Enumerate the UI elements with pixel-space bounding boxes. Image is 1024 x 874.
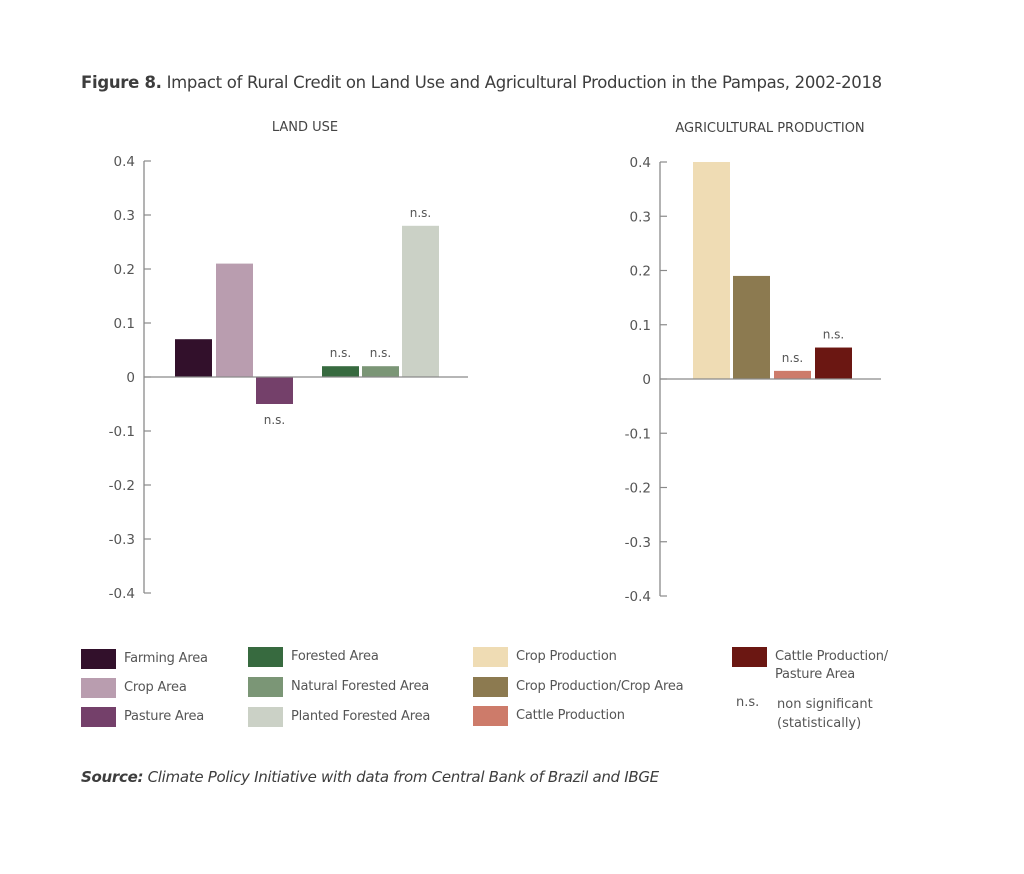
legend-item-farming-area: Farming Area	[81, 649, 208, 669]
bar-crop-area	[216, 263, 253, 377]
y-tick-label: 0	[126, 370, 135, 386]
bar-pasture-area	[256, 377, 293, 404]
legend-swatch	[248, 677, 283, 697]
legend-swatch	[81, 707, 116, 727]
ns-annotation: n.s.	[782, 351, 804, 365]
legend-label: Farming Area	[124, 651, 208, 666]
ns-annotation: n.s.	[264, 413, 286, 427]
legend-item-pasture-area: Pasture Area	[81, 707, 204, 727]
legend-swatch	[81, 678, 116, 698]
figure-title-text: Impact of Rural Credit on Land Use and A…	[166, 73, 883, 92]
ns-annotation: n.s.	[330, 346, 352, 360]
legend-item-planted-forested-area: Planted Forested Area	[248, 707, 430, 727]
legend-label: Pasture Area	[124, 709, 205, 724]
y-tick-label: -0.2	[625, 481, 651, 497]
bar-crop-production-crop-area	[733, 275, 770, 379]
y-tick-label: 0.3	[114, 208, 135, 224]
legend-swatch	[473, 677, 508, 697]
y-tick-label: 0.3	[630, 209, 651, 225]
y-tick-label: -0.3	[625, 535, 651, 551]
legend-item-natural-forested-area: Natural Forested Area	[248, 677, 429, 697]
ns-annotation: n.s.	[370, 346, 392, 360]
y-tick-label: -0.4	[625, 589, 651, 605]
agricultural-production-chart: AGRICULTURAL PRODUCTION 0.4 0.3 0.2 0.1 0 -0.1…	[625, 121, 881, 605]
source-note: Source: Climate Policy Initiative with d…	[81, 768, 659, 786]
legend-item-cattle-production: Cattle Production	[473, 706, 625, 726]
legend-item-crop-production-per-crop-area: Crop Production/Crop Area	[473, 677, 684, 697]
source-label: Source:	[81, 768, 144, 786]
source-text: Climate Policy Initiative with data from…	[147, 768, 660, 786]
y-tick-label: 0.2	[114, 262, 135, 278]
y-tick-label: 0.1	[114, 316, 135, 332]
bar-crop-production	[693, 162, 730, 379]
bar-natural-forested-area	[362, 366, 399, 377]
legend-label: Cattle Production	[516, 708, 625, 723]
bar-planted-forested-area	[402, 225, 439, 377]
y-tick-label: 0.2	[630, 264, 651, 280]
legend-label: Cattle Production/ Pasture Area	[775, 649, 888, 682]
legend-label: Crop Production/Crop Area	[516, 679, 684, 694]
legend-label: Planted Forested Area	[291, 709, 431, 724]
legend-item-crop-production: Crop Production	[473, 647, 617, 667]
figure-title: Figure 8. Impact of Rural Credit on Land…	[81, 73, 882, 92]
legend-item-cattle-production-per-pasture-area: Cattle Production/ Pasture Area	[732, 647, 888, 684]
y-tick-label: -0.1	[625, 426, 651, 442]
legend-swatch	[473, 647, 508, 667]
y-tick-label: 0.4	[114, 154, 135, 170]
bar-farming-area	[175, 339, 212, 377]
legend-swatch	[732, 647, 767, 667]
y-tick-label: 0.1	[630, 318, 651, 334]
chart-title: LAND USE	[272, 120, 338, 135]
legend-label: Crop Area	[124, 680, 187, 695]
ns-symbol: n.s.	[736, 695, 760, 710]
ns-annotation: n.s.	[410, 206, 432, 220]
chart-title: AGRICULTURAL PRODUCTION	[675, 121, 864, 136]
land-use-chart: LAND USE 0.4 0.3 0.2 0.1 0 -0.1 -0.2 -0.3 -0.4 n.s…	[109, 120, 468, 602]
ns-definition: non significant (statistically)	[777, 697, 873, 731]
legend-label: Crop Production	[516, 649, 617, 664]
legend-swatch	[248, 647, 283, 667]
figure-label: Figure 8.	[81, 73, 162, 92]
legend-swatch	[81, 649, 116, 669]
legend-ns-key: n.s. non significant (statistically)	[736, 695, 873, 733]
legend-swatch	[473, 706, 508, 726]
y-tick-label: -0.4	[109, 586, 135, 602]
ns-annotation: n.s.	[823, 328, 845, 342]
bar-forested-area	[322, 366, 359, 377]
legend-item-forested-area: Forested Area	[248, 647, 379, 667]
y-tick-label: -0.2	[109, 478, 135, 494]
y-tick-label: 0.4	[630, 155, 651, 171]
y-tick-label: -0.3	[109, 532, 135, 548]
y-tick-label: -0.1	[109, 424, 135, 440]
y-tick-label: 0	[642, 372, 651, 388]
legend-label: Natural Forested Area	[291, 679, 430, 694]
legend-swatch	[248, 707, 283, 727]
bar-cattle-production-pasture-area	[815, 347, 852, 379]
legend-item-crop-area: Crop Area	[81, 678, 187, 698]
legend-label: Forested Area	[291, 649, 379, 664]
bar-cattle-production	[774, 370, 811, 379]
